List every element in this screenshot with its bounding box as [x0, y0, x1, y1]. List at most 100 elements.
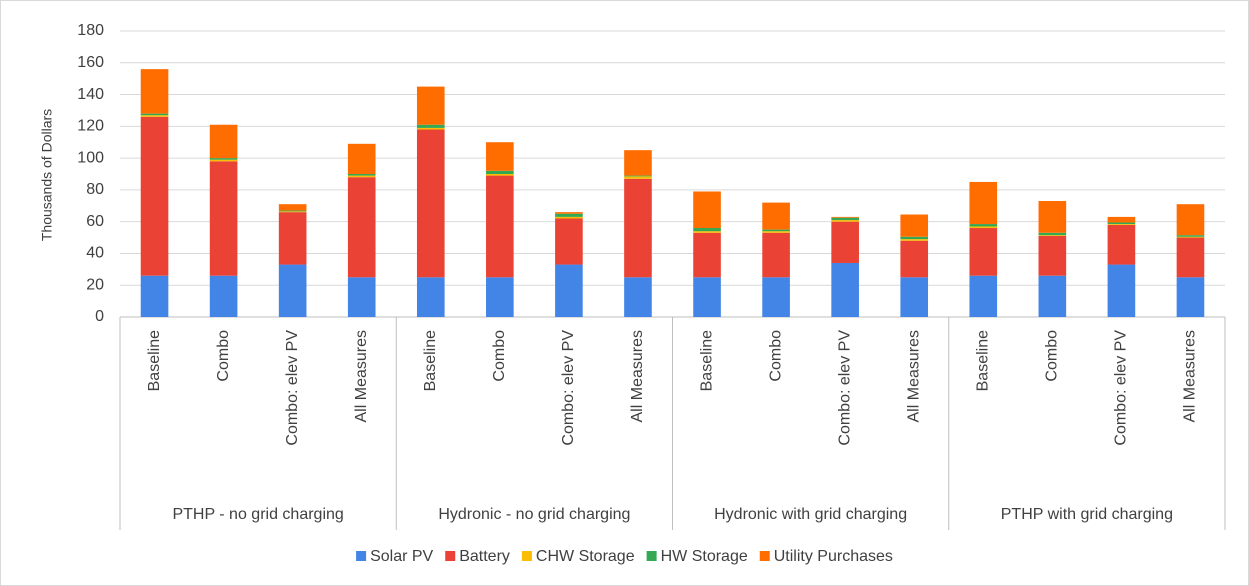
y-tick-label: 180	[77, 22, 104, 39]
legend-label: Utility Purchases	[774, 548, 893, 565]
bar-segment	[486, 142, 514, 171]
bar-segment	[486, 170, 514, 174]
bar-segment	[1107, 222, 1136, 225]
bar-segment	[1176, 237, 1205, 278]
legend-swatch	[356, 551, 367, 561]
bar-segment	[831, 216, 859, 218]
legend-label: HW Storage	[661, 548, 748, 565]
x-tick-label: All Measures	[629, 330, 646, 422]
bar-segment	[278, 212, 307, 265]
bar-segment	[762, 202, 790, 230]
legend-swatch	[445, 551, 456, 561]
y-tick-label: 140	[77, 86, 104, 103]
legend-label: Solar PV	[370, 548, 433, 565]
x-tick-label: All Measures	[353, 330, 370, 422]
bar-segment	[1176, 236, 1205, 238]
x-tick-label: Combo	[491, 330, 508, 382]
legend-label: CHW Storage	[536, 548, 635, 565]
y-tick-label: 160	[77, 54, 104, 71]
y-tick-label: 100	[77, 149, 104, 166]
bar-segment	[900, 239, 929, 241]
bar-segment	[416, 129, 445, 278]
y-tick-label: 80	[86, 181, 104, 198]
bar-segment	[969, 181, 998, 225]
x-tick-label: Combo: elev PV	[1113, 330, 1130, 446]
x-tick-label: Combo: elev PV	[560, 330, 577, 446]
legend-label: Battery	[459, 548, 510, 565]
x-tick-label: Baseline	[975, 330, 992, 391]
bar-segment	[762, 232, 790, 278]
bar-segment	[416, 124, 445, 128]
bar-segment	[416, 277, 445, 317]
bar-segment	[624, 176, 652, 179]
bar-segment	[347, 277, 376, 317]
bar-segment	[209, 158, 238, 160]
bar-segment	[347, 177, 376, 278]
group-label: PTHP with grid charging	[1001, 506, 1173, 523]
bar-segment	[831, 221, 859, 263]
bar-segment	[762, 231, 790, 233]
legend-swatch	[521, 551, 532, 561]
x-tick-label: Baseline	[422, 330, 439, 391]
bar-segment	[140, 69, 169, 114]
bar-segment	[831, 217, 859, 221]
y-tick-label: 60	[86, 213, 104, 230]
bar-segment	[1176, 277, 1205, 317]
bar-segment	[969, 224, 998, 227]
bar-segment	[555, 264, 583, 317]
group-label: Hydronic with grid charging	[714, 506, 907, 523]
group-label: Hydronic - no grid charging	[438, 506, 630, 523]
x-tick-label: Combo	[215, 330, 232, 382]
bar-segment	[693, 231, 721, 233]
y-tick-label: 20	[86, 276, 104, 293]
bar-segment	[209, 124, 238, 159]
bar-segment	[278, 264, 307, 317]
y-axis-title: Thousands of Dollars	[39, 109, 55, 241]
bar-segment	[278, 210, 307, 212]
bar-segment	[555, 216, 583, 219]
bar-segment	[900, 236, 929, 240]
bar-segment	[140, 275, 169, 317]
bar-segment	[969, 228, 998, 276]
bar-segment	[555, 212, 583, 214]
y-tick-label: 40	[86, 245, 104, 262]
bar-segment	[693, 228, 721, 232]
bar-segment	[762, 229, 790, 232]
bar-segment	[278, 211, 307, 213]
bar-segment	[209, 161, 238, 276]
x-tick-label: Combo	[1044, 330, 1061, 382]
y-tick-label: 0	[95, 308, 104, 325]
bar-segment	[1107, 264, 1136, 317]
bar-segment	[969, 275, 998, 317]
x-tick-label: Combo: elev PV	[284, 330, 301, 446]
bar-segment	[555, 213, 583, 217]
bar-segment	[416, 86, 445, 125]
bar-segment	[347, 143, 376, 174]
legend-swatch	[759, 551, 770, 561]
bar-segment	[209, 275, 238, 317]
bar-segment	[555, 218, 583, 265]
x-tick-label: Baseline	[146, 330, 163, 391]
bar-segment	[1038, 201, 1067, 233]
bar-segment	[486, 175, 514, 278]
bar-segment	[1038, 235, 1067, 236]
bar-segment	[693, 191, 721, 229]
bar-segment	[1038, 232, 1067, 236]
bar-segment	[831, 220, 859, 222]
group-label: PTHP - no grid charging	[172, 506, 343, 523]
bar-segment	[900, 277, 929, 317]
bar-segment	[1107, 224, 1136, 265]
bar-segment	[762, 277, 790, 317]
bar-segment	[624, 150, 652, 176]
bar-segment	[140, 113, 169, 116]
bar-segment	[140, 115, 169, 117]
bar-segment	[693, 232, 721, 278]
x-tick-label: Combo	[767, 330, 784, 382]
y-tick-label: 120	[77, 118, 104, 135]
bar-segment	[624, 277, 652, 317]
bar-segment	[486, 174, 514, 176]
bar-segment	[831, 262, 859, 317]
bar-segment	[969, 226, 998, 229]
bar-segment	[900, 214, 929, 237]
